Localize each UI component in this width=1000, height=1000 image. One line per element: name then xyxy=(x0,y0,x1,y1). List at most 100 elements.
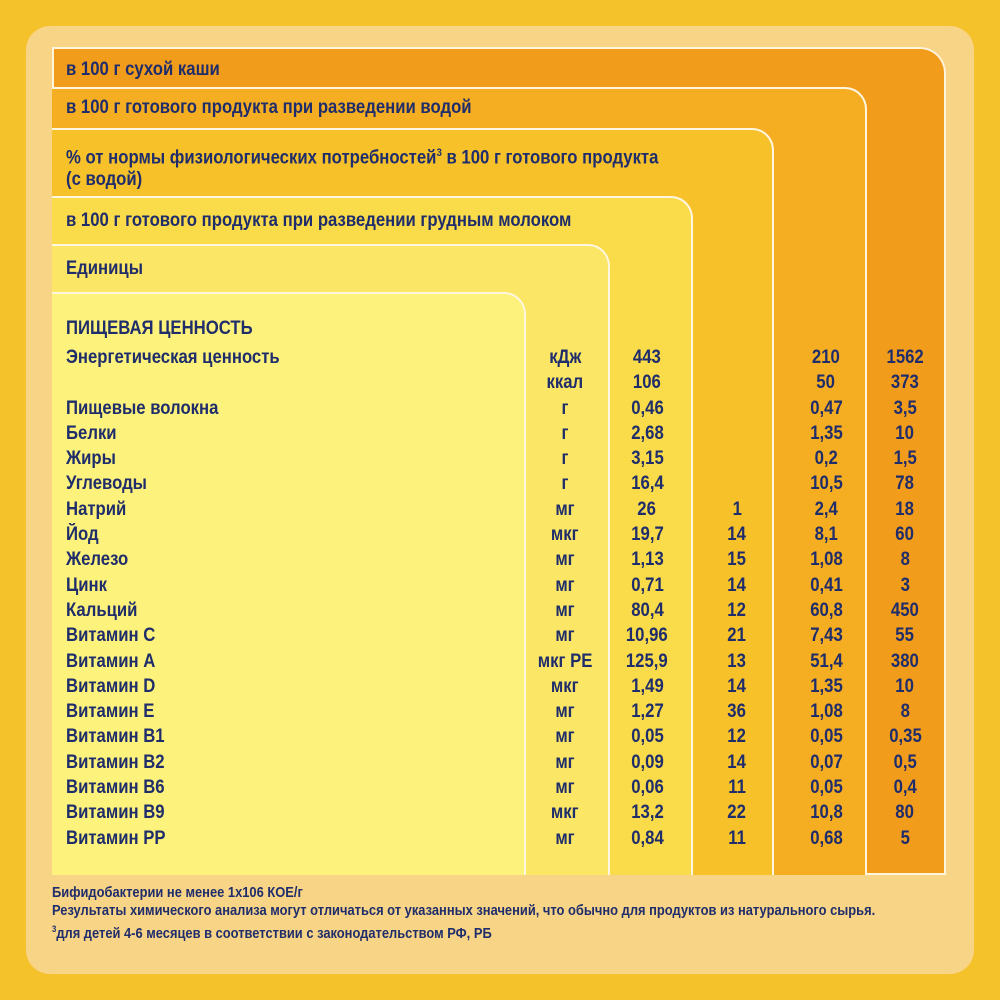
cell-name: Витамин E xyxy=(66,701,155,723)
cell-name: Жиры xyxy=(66,448,116,470)
cell-name: Пищевые волокна xyxy=(66,397,219,419)
cell-water-text: 51,4 xyxy=(809,650,843,672)
table-row: Витамин D мкг 1,49 14 1,35 10 xyxy=(0,674,1000,699)
cell-water-text: 0,07 xyxy=(809,751,843,773)
cell-unit-text: мг xyxy=(555,751,575,773)
cell-water-text: 50 xyxy=(816,372,836,394)
cell-dry-text: 3 xyxy=(900,574,910,596)
footer-bifido: Бифидобактерии не менее 1x106 КОЕ/г xyxy=(52,884,303,901)
table-row: Цинк мг 0,71 14 0,41 3 xyxy=(0,573,1000,598)
cell-milk-text: 0,06 xyxy=(630,777,664,799)
cell-unit-text: мг xyxy=(555,777,575,799)
table-row: Витамин B9 мкг 13,2 22 10,8 80 xyxy=(0,800,1000,825)
header-dry: в 100 г сухой каши xyxy=(66,59,220,80)
cell-dry-text: 373 xyxy=(891,372,919,394)
section-title: ПИЩЕВАЯ ЦЕННОСТЬ xyxy=(66,318,253,339)
cell-pct-text: 14 xyxy=(727,675,747,697)
cell-milk-text: 26 xyxy=(637,498,657,520)
table-row: Витамин PP мг 0,84 11 0,68 5 xyxy=(0,826,1000,851)
table-row: Энергетическая ценность кДж 443 210 1562 xyxy=(0,345,1000,370)
cell-water-text: 1,35 xyxy=(809,422,843,444)
cell-unit-text: г xyxy=(561,422,569,444)
cell-unit-text: мг xyxy=(555,827,575,849)
cell-dry-text: 0,5 xyxy=(893,751,917,773)
cell-water-text: 1,08 xyxy=(809,549,843,571)
table-row: Витамин B1 мг 0,05 12 0,05 0,35 xyxy=(0,724,1000,749)
cell-pct-text: 1 xyxy=(732,498,742,520)
nutrition-table: Энергетическая ценность кДж 443 210 1562 ккал… xyxy=(0,345,1000,851)
cell-dry-text: 8 xyxy=(900,549,910,571)
cell-water-text: 0,05 xyxy=(809,726,843,748)
cell-milk-text: 0,84 xyxy=(630,827,664,849)
cell-unit-text: г xyxy=(561,397,569,419)
cell-pct-text: 21 xyxy=(727,625,747,647)
cell-pct-text: 14 xyxy=(727,524,747,546)
cell-unit-text: г xyxy=(561,448,569,470)
table-row: Витамин C мг 10,96 21 7,43 55 xyxy=(0,623,1000,648)
cell-water-text: 0,41 xyxy=(809,574,843,596)
cell-unit-text: мг xyxy=(555,625,575,647)
header-milk: в 100 г готового продукта при разведении… xyxy=(66,210,572,231)
cell-pct-text: 15 xyxy=(727,549,747,571)
cell-name: Витамин B6 xyxy=(66,777,165,799)
table-row: Жиры г 3,15 0,2 1,5 xyxy=(0,446,1000,471)
cell-unit-text: мг xyxy=(555,574,575,596)
table-row: Белки г 2,68 1,35 10 xyxy=(0,421,1000,446)
cell-dry-text: 1,5 xyxy=(893,448,917,470)
cell-name: Белки xyxy=(66,422,117,444)
cell-name: Витамин B2 xyxy=(66,751,165,773)
cell-name: Витамин C xyxy=(66,625,156,647)
cell-water-text: 10,5 xyxy=(809,473,843,495)
cell-unit-text: кДж xyxy=(548,347,582,368)
cell-unit-text: мг xyxy=(555,726,575,748)
cell-water-text: 0,68 xyxy=(809,827,843,849)
cell-name: Цинк xyxy=(66,574,107,596)
table-row: Железо мг 1,13 15 1,08 8 xyxy=(0,547,1000,572)
cell-unit-text: мкг xyxy=(551,802,579,824)
cell-water-text: 10,8 xyxy=(809,802,843,824)
cell-name: Кальций xyxy=(66,599,138,621)
cell-unit-text: мг xyxy=(555,599,575,621)
cell-unit-text: мг xyxy=(555,498,575,520)
table-row: Витамин B2 мг 0,09 14 0,07 0,5 xyxy=(0,750,1000,775)
cell-unit-text: ккал xyxy=(546,372,584,394)
cell-water-text: 210 xyxy=(812,347,840,368)
cell-name: Энергетическая ценность xyxy=(66,347,280,368)
cell-milk-text: 0,09 xyxy=(630,751,664,773)
cell-milk-text: 106 xyxy=(633,372,661,394)
cell-dry-text: 0,35 xyxy=(888,726,922,748)
cell-pct-text: 22 xyxy=(727,802,747,824)
cell-milk-text: 0,71 xyxy=(630,574,664,596)
cell-unit-text: мг xyxy=(555,549,575,571)
cell-pct-text: 14 xyxy=(727,574,747,596)
cell-water-text: 8,1 xyxy=(814,524,838,546)
cell-water-text: 1,35 xyxy=(809,675,843,697)
cell-dry-text: 0,4 xyxy=(893,777,917,799)
cell-pct-text: 11 xyxy=(728,777,746,799)
cell-name: Витамин D xyxy=(66,675,156,697)
cell-name: Углеводы xyxy=(66,473,147,495)
cell-milk-text: 19,7 xyxy=(630,524,664,546)
cell-water-text: 0,2 xyxy=(814,448,838,470)
cell-pct-text: 13 xyxy=(727,650,747,672)
table-row: Витамин B6 мг 0,06 11 0,05 0,4 xyxy=(0,775,1000,800)
cell-dry-text: 10 xyxy=(895,422,915,444)
cell-dry-text: 450 xyxy=(891,599,919,621)
header-units: Единицы xyxy=(66,258,143,279)
cell-milk-text: 3,15 xyxy=(630,448,664,470)
cell-milk-text: 13,2 xyxy=(630,802,664,824)
cell-water-text: 1,08 xyxy=(809,701,843,723)
cell-name: Витамин B9 xyxy=(66,802,165,824)
cell-unit-text: мкг xyxy=(551,675,579,697)
footer-disclaimer: Результаты химического анализа могут отл… xyxy=(52,902,876,919)
cell-dry-text: 78 xyxy=(895,473,915,495)
cell-name: Железо xyxy=(66,549,129,571)
cell-water-text: 0,47 xyxy=(809,397,843,419)
cell-unit-text: г xyxy=(561,473,569,495)
cell-name: Йод xyxy=(66,524,99,546)
cell-dry-text: 55 xyxy=(895,625,915,647)
cell-name: Витамин A xyxy=(66,650,156,672)
cell-milk-text: 2,68 xyxy=(630,422,664,444)
header-water: в 100 г готового продукта при разведении… xyxy=(66,97,472,118)
cell-milk-text: 1,49 xyxy=(630,675,664,697)
